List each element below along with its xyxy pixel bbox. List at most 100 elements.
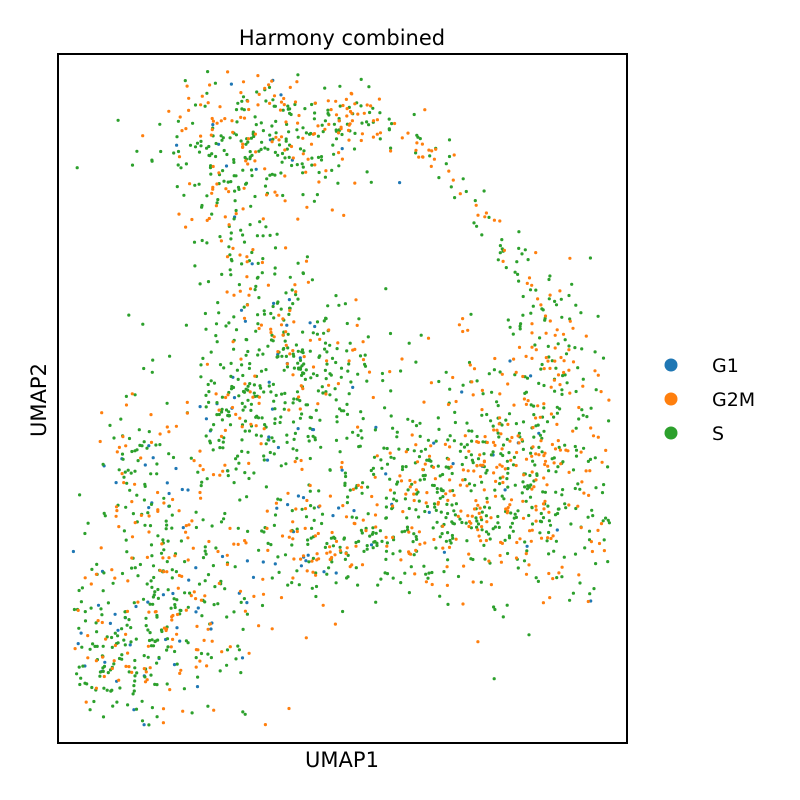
point-g2m [445,583,449,588]
point-s [150,370,154,374]
point-s [303,377,307,381]
point-s [385,541,389,545]
point-s [560,315,564,319]
point-s [150,706,154,710]
point-g2m [242,186,246,190]
point-s [475,434,479,439]
point-g1 [369,543,374,547]
point-s [105,635,109,639]
point-s [560,388,564,392]
point-s [251,130,255,134]
point-s [285,122,289,126]
point-s [451,489,455,493]
point-s [216,198,220,202]
point-s [214,334,218,338]
point-g2m [214,204,218,208]
point-s [412,553,416,557]
point-g2m [505,511,509,515]
point-s [369,468,373,473]
point-s [326,108,330,112]
point-s [312,518,316,523]
point-s [520,252,524,256]
point-s [280,392,284,396]
point-s [314,408,318,412]
point-g2m [590,549,595,554]
point-s [554,539,559,543]
point-g2m [296,121,300,125]
point-g2m [360,563,365,567]
point-g2m [551,577,555,581]
point-g2m [548,319,552,323]
point-s [274,119,278,123]
point-s [290,509,294,513]
point-s [261,257,265,261]
point-s [130,449,134,454]
point-s [155,715,159,719]
point-s [563,338,567,342]
point-s [322,331,326,335]
point-s [347,362,351,366]
point-s [547,552,551,556]
point-s [267,85,272,89]
point-s [452,509,456,513]
point-s [193,264,197,268]
point-s [288,306,292,310]
point-g2m [251,248,255,252]
point-s [446,511,450,516]
point-g2m [164,627,169,631]
point-s [324,317,328,321]
point-g2m [270,140,274,144]
point-s [414,535,418,539]
point-s [554,490,558,494]
point-g1 [171,591,175,596]
point-s [594,486,598,490]
point-g2m [501,480,505,485]
point-g2m [501,259,505,263]
point-s [132,689,136,693]
point-g2m [211,473,216,477]
point-s [141,597,146,601]
point-s [268,233,272,237]
point-g2m [316,124,320,128]
point-s [585,415,589,419]
point-s [491,527,495,531]
point-s [151,644,156,648]
point-s [498,476,502,480]
point-s [452,439,456,443]
point-g2m [327,122,331,126]
point-s [473,199,477,203]
point-s [518,324,522,328]
point-s [201,556,206,560]
point-s [279,498,283,502]
point-s [390,507,394,511]
point-g2m [415,141,419,145]
point-s [297,583,301,587]
point-s [149,543,154,547]
point-g2m [334,113,339,117]
legend-label-g2m: G2M [712,389,755,411]
point-g2m [171,497,175,502]
point-s [464,521,468,525]
point-s [260,416,264,420]
point-s [148,602,152,606]
point-s [360,531,364,535]
point-s [300,373,304,377]
point-s [529,403,533,407]
point-g2m [265,526,269,531]
point-s [159,149,163,154]
point-s [286,104,290,108]
point-s [228,423,233,427]
point-g2m [325,359,329,363]
point-g2m [371,395,375,400]
point-s [102,571,106,575]
legend-label-g1: G1 [712,355,739,377]
point-s [264,485,268,489]
point-g2m [398,474,402,478]
point-g2m [256,74,260,78]
point-g2m [294,507,298,511]
point-s [345,402,349,406]
point-g2m [186,558,190,562]
point-s [524,390,529,394]
point-s [88,708,92,712]
point-g2m [487,559,491,563]
